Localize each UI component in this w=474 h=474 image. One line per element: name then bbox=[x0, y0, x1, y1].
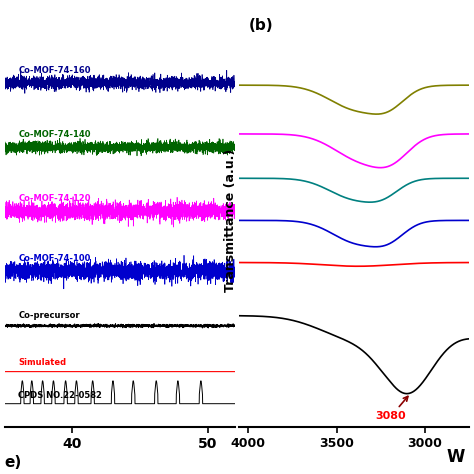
Text: e): e) bbox=[5, 455, 22, 470]
Text: Co-MOF-74-160: Co-MOF-74-160 bbox=[18, 66, 91, 75]
Text: (b): (b) bbox=[248, 18, 273, 33]
Text: CPDS NO.22-0582: CPDS NO.22-0582 bbox=[18, 391, 102, 400]
Text: W: W bbox=[446, 448, 465, 466]
Y-axis label: Transmittance (a.u.): Transmittance (a.u.) bbox=[224, 149, 237, 292]
Text: 3080: 3080 bbox=[375, 396, 408, 421]
Text: Co-MOF-74-120: Co-MOF-74-120 bbox=[18, 194, 91, 203]
Text: Co-precursor: Co-precursor bbox=[18, 311, 80, 320]
Text: Simulated: Simulated bbox=[18, 358, 66, 367]
Text: Co-MOF-74-100: Co-MOF-74-100 bbox=[18, 254, 91, 263]
Text: Co-MOF-74-140: Co-MOF-74-140 bbox=[18, 130, 91, 139]
